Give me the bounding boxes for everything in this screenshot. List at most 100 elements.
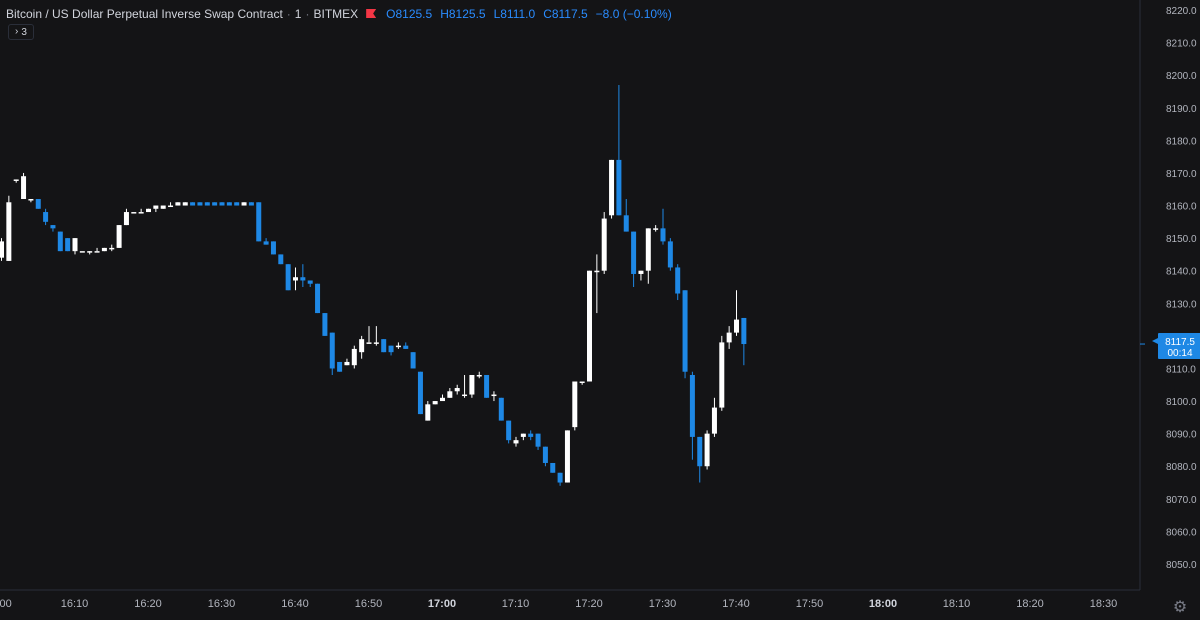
candle-body [344,361,350,366]
time-tick-label: 17:10 [502,598,530,610]
candle-body [653,228,659,230]
candle-body [631,231,637,274]
candle-body [322,313,328,336]
candle-body [131,212,137,214]
price-tick-label: 8070.0 [1166,495,1197,506]
time-tick-label: 18:10 [943,598,971,610]
candle-body [123,212,129,226]
candle-body [734,319,739,333]
candle-body [175,202,181,206]
candle-body [168,205,174,208]
indicators-toggle-button[interactable]: › 3 [8,24,34,40]
candle-body [498,397,504,421]
candle-body [440,397,445,402]
price-tick-label: 8140.0 [1166,267,1197,278]
candle-body [667,241,673,268]
time-tick-label: 16:20 [134,598,162,610]
low-value: L8111.0 [493,7,536,21]
time-tick-label: 18:30 [1090,598,1118,610]
interval-label[interactable]: 1 [294,7,302,21]
candle-body [278,254,284,265]
candle-body [212,202,218,206]
candle-body [28,199,34,201]
candle-body [329,332,335,369]
candle-body [373,342,379,344]
candle-body [689,374,695,437]
time-tick-label: 17:50 [796,598,824,610]
candle-body [13,179,19,181]
price-tick-label: 8150.0 [1166,234,1197,245]
candle-body [587,270,592,382]
candle-body [138,212,144,214]
candle-body [256,202,262,242]
current-price-label: 8117.5 [1165,337,1195,348]
price-tick-label: 8210.0 [1166,39,1197,50]
high-value: H8125.5 [440,7,486,21]
time-tick-label: 17:00 [428,598,456,610]
candle-body [726,332,732,343]
candle-body [359,339,365,353]
candle-body [351,348,357,366]
candle-body [315,283,321,314]
time-tick-label: 17:40 [722,598,750,610]
candle-body [226,202,232,206]
candle-body [160,205,166,209]
candle-body [21,176,27,200]
price-tick-label: 8090.0 [1166,430,1197,441]
candle-body [609,159,615,216]
time-tick-label: 18:20 [1016,598,1044,610]
time-tick-label: 16:40 [281,598,309,610]
candle-body [425,404,431,421]
candle-body [594,270,600,273]
time-tick-label: 16:10 [61,598,89,610]
price-tick-label: 8080.0 [1166,462,1197,473]
price-tick-label: 8100.0 [1166,397,1197,408]
candle-body [697,436,703,467]
candle-body [410,352,416,369]
price-tick-label: 8160.0 [1166,202,1197,213]
symbol-title[interactable]: Bitcoin / US Dollar Perpetual Inverse Sw… [6,7,283,21]
candle-body [234,202,240,206]
candle-body [682,290,688,372]
candle-body [550,462,556,473]
price-tick-label: 8220.0 [1166,6,1197,17]
price-tick-label: 8110.0 [1166,364,1196,375]
exchange-label[interactable]: BITMEX [313,7,359,21]
candle-body [535,433,541,447]
candle-body [520,433,526,437]
open-value: O8125.5 [386,7,433,21]
price-tick-label: 8200.0 [1166,71,1197,82]
current-price-tag[interactable] [1158,333,1200,360]
candle-body [79,251,85,253]
candle-body [719,342,725,408]
candle-body [381,339,387,353]
candle-body [741,317,747,345]
candle-body [337,361,343,372]
gear-icon[interactable]: ⚙ [1172,599,1188,616]
candle-body [616,159,622,216]
candle-body [190,202,196,206]
candle-body [182,202,188,206]
candle-body [87,251,93,253]
symbol-legend: Bitcoin / US Dollar Perpetual Inverse Sw… [6,6,676,22]
candle-body [711,407,717,434]
candle-body [43,212,49,222]
flag-icon[interactable] [366,9,376,19]
candle-body [109,247,115,250]
legend-separator: · [286,7,291,21]
candle-body [557,472,563,483]
candle-body [366,342,372,344]
price-tick-label: 8050.0 [1166,560,1197,571]
candle-body [675,267,681,294]
time-tick-label: 16:50 [355,598,383,610]
candle-body [572,381,578,428]
time-tick-label: 18:00 [869,598,897,610]
candle-body [623,215,629,232]
candle-body [601,218,607,271]
time-tick-label: 16:30 [208,598,236,610]
price-tick-label: 8130.0 [1166,299,1197,310]
candle-body [462,394,468,397]
candle-body [300,277,306,281]
candle-body [65,238,71,252]
